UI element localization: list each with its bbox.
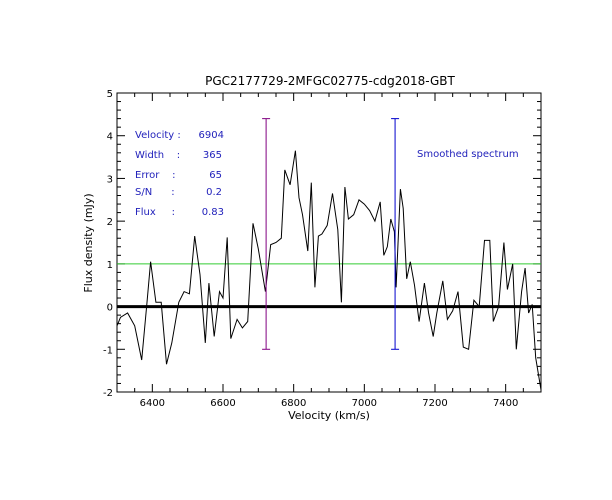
reference-lines [117, 263, 541, 309]
sn-value: 0.2 [206, 187, 222, 198]
x-tick-label: 7000 [352, 398, 377, 409]
width-value: 365 [203, 150, 222, 161]
x-tick-label: 6800 [281, 398, 306, 409]
spectrum-line [116, 150, 542, 390]
flux-label: Flux : [135, 207, 175, 218]
error-label: Error : [135, 170, 175, 181]
chart-title: PGC2177729-2MFGC02775-cdg2018-GBT [205, 74, 455, 88]
y-tick-label: 2 [107, 217, 113, 228]
smoothed-spectrum-label: Smoothed spectrum [417, 149, 519, 160]
annotation-block: Velocity : 6904 Width : 365 Error : 65 S… [135, 130, 519, 218]
flux-value: 0.83 [202, 207, 224, 218]
width-label: Width : [135, 150, 180, 161]
series-layer [116, 150, 542, 390]
x-tick-label: 6600 [210, 398, 235, 409]
y-tick-label: 3 [107, 174, 113, 185]
sn-label: S/N : [135, 187, 175, 198]
x-tick-label: 7400 [493, 398, 518, 409]
x-axis-label: Velocity (km/s) [288, 409, 370, 422]
velocity-markers [262, 118, 400, 350]
y-tick-label: 0 [107, 303, 113, 314]
y-tick-label: 4 [107, 132, 113, 143]
velocity-value: 6904 [199, 130, 224, 141]
x-tick-label: 6400 [140, 398, 165, 409]
y-tick-label: 1 [107, 260, 113, 271]
y-tick-label: -2 [103, 388, 113, 399]
error-value: 65 [209, 170, 222, 181]
y-tick-label: -1 [103, 345, 113, 356]
y-tick-label: 5 [107, 89, 113, 100]
velocity-label: Velocity : [135, 130, 181, 141]
x-tick-label: 7200 [422, 398, 447, 409]
y-axis-label: Flux density (mJy) [82, 193, 95, 292]
